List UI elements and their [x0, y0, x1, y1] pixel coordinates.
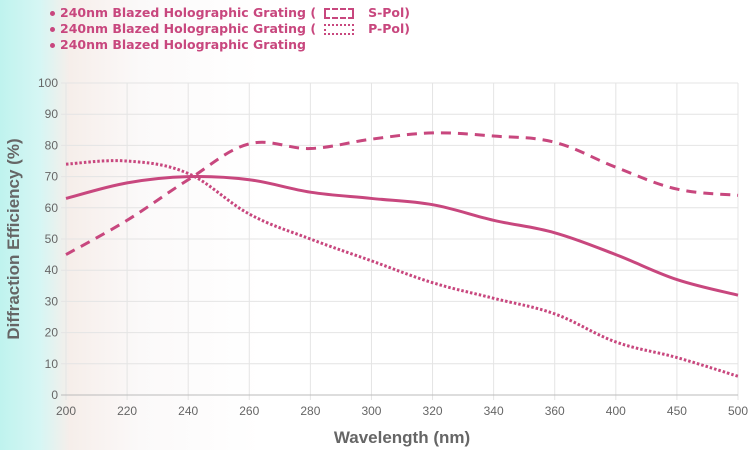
x-tick-label: 220 [117, 404, 137, 418]
y-tick-label: 50 [45, 232, 59, 246]
y-tick-label: 100 [38, 76, 58, 90]
x-tick-label: 300 [361, 404, 381, 418]
legend-item-p-pol[interactable]: 240nm Blazed Holographic Grating ( P-Pol… [50, 21, 410, 37]
y-tick-label: 70 [45, 170, 59, 184]
legend-label-suffix: S-Pol) [368, 5, 410, 20]
dotted-line-swatch [324, 23, 355, 35]
y-tick-label: 40 [45, 263, 59, 277]
legend-item-s-pol[interactable]: 240nm Blazed Holographic Grating ( S-Pol… [50, 5, 410, 21]
y-tick-label: 0 [51, 388, 58, 402]
y-tick-label: 80 [45, 138, 59, 152]
series-line-dotted [65, 159, 739, 378]
x-tick-label: 500 [728, 404, 748, 418]
x-tick-label: 340 [484, 404, 504, 418]
x-tick-label: 240 [178, 404, 198, 418]
legend-label: 240nm Blazed Holographic Grating ( [60, 5, 317, 20]
legend: 240nm Blazed Holographic Grating ( S-Pol… [50, 5, 410, 53]
series-line-solid [65, 174, 739, 297]
y-tick-label: 90 [45, 107, 59, 121]
y-tick-label: 10 [45, 357, 59, 371]
legend-label: 240nm Blazed Holographic Grating ( [60, 21, 317, 36]
legend-label: 240nm Blazed Holographic Grating [60, 37, 306, 52]
legend-item-unpolarized[interactable]: 240nm Blazed Holographic Grating [50, 37, 410, 53]
x-tick-label: 200 [56, 404, 76, 418]
legend-dot [50, 42, 55, 48]
legend-dot [50, 26, 55, 32]
series-line-dashed [65, 131, 739, 256]
x-tick-label: 260 [239, 404, 259, 418]
legend-label-suffix: P-Pol) [368, 21, 410, 36]
legend-dot [50, 10, 55, 16]
x-tick-label: 320 [423, 404, 443, 418]
x-tick-label: 360 [545, 404, 565, 418]
dashed-line-swatch [324, 7, 355, 19]
x-tick-label: 450 [667, 404, 687, 418]
x-axis-title: Wavelength (nm) [334, 428, 470, 447]
y-tick-label: 30 [45, 294, 59, 308]
x-tick-label: 280 [300, 404, 320, 418]
y-tick-label: 60 [45, 201, 59, 215]
y-tick-label: 20 [45, 326, 59, 340]
x-tick-label: 400 [606, 404, 626, 418]
y-axis-title: Diffraction Efficiency (%) [4, 138, 23, 339]
